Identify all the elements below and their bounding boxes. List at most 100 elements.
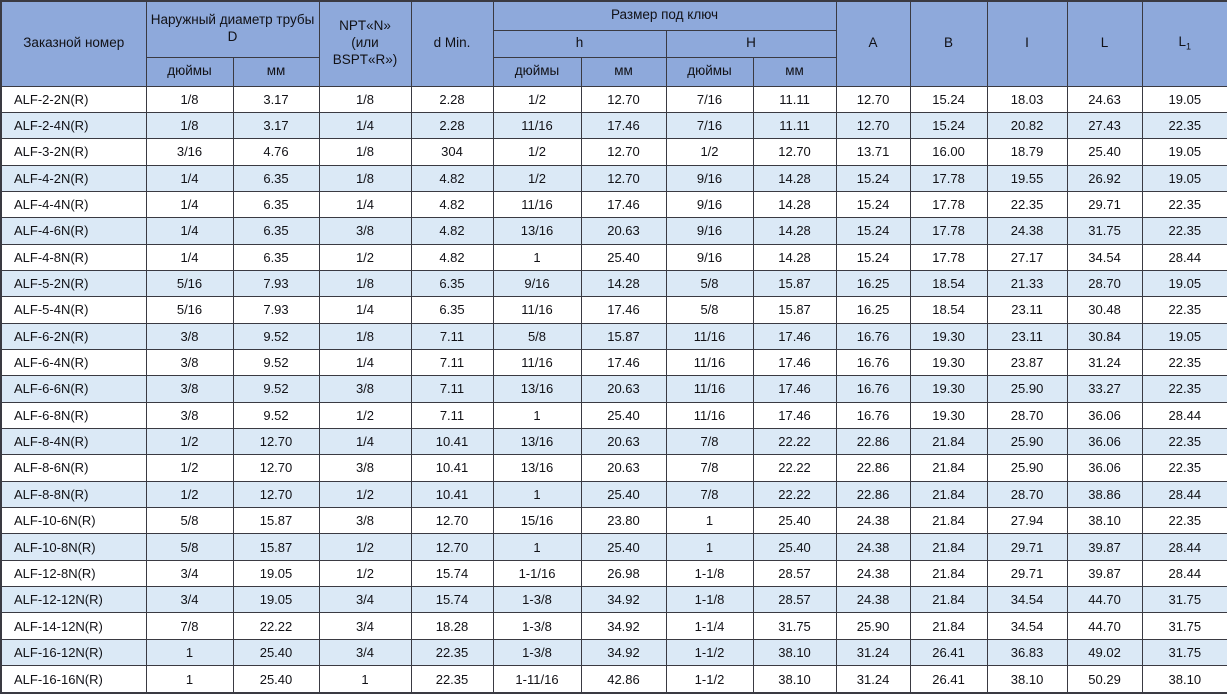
value-cell: 1-1/16 — [492, 559, 582, 588]
value-cell: 9.52 — [232, 375, 320, 403]
header-d-inches: дюймы — [145, 56, 234, 87]
order-number-cell: ALF-16-12N(R) — [0, 638, 147, 667]
value-cell: 1/2 — [318, 401, 412, 429]
order-number-cell: ALF-5-4N(R) — [0, 296, 147, 324]
value-cell: 25.40 — [580, 401, 667, 429]
table-row: ALF-10-8N(R) 5/8 15.87 1/2 12.70 1 25.40 1 25.40… — [0, 533, 1227, 561]
value-cell: 11/16 — [492, 296, 582, 324]
value-cell: 25.40 — [1066, 138, 1143, 166]
value-cell: 28.70 — [986, 480, 1068, 509]
value-cell: 24.38 — [986, 217, 1068, 245]
value-cell: 13/16 — [492, 217, 582, 245]
value-cell: 25.40 — [752, 506, 837, 535]
table-row: ALF-6-8N(R) 3/8 9.52 1/2 7.11 1 25.40 11/16 17.4… — [0, 401, 1227, 429]
value-cell: 17.46 — [752, 348, 837, 377]
value-cell: 15.87 — [580, 322, 667, 350]
value-cell: 12.70 — [752, 138, 837, 166]
value-cell: 22.35 — [1141, 296, 1227, 324]
value-cell: 15.74 — [410, 559, 494, 588]
value-cell: 22.22 — [752, 427, 837, 456]
value-cell: 24.38 — [835, 586, 911, 614]
value-cell: 3/4 — [145, 559, 234, 588]
order-number-cell: ALF-6-4N(R) — [0, 348, 147, 377]
value-cell: 9/16 — [665, 217, 754, 245]
value-cell: 1/4 — [318, 111, 412, 140]
value-cell: 1/8 — [318, 269, 412, 298]
value-cell: 26.41 — [909, 638, 988, 667]
value-cell: 20.63 — [580, 217, 667, 245]
value-cell: 18.54 — [909, 269, 988, 298]
value-cell: 4.76 — [232, 138, 320, 166]
value-cell: 3/8 — [145, 401, 234, 429]
value-cell: 14.28 — [752, 243, 837, 271]
value-cell: 28.57 — [752, 559, 837, 588]
value-cell: 2.28 — [410, 85, 494, 113]
value-cell: 17.46 — [752, 401, 837, 429]
value-cell: 6.35 — [410, 296, 494, 324]
value-cell: 22.35 — [1141, 217, 1227, 245]
value-cell: 16.00 — [909, 138, 988, 166]
value-cell: 22.86 — [835, 427, 911, 456]
table-row: ALF-6-4N(R) 3/8 9.52 1/4 7.11 11/16 17.46 11/16… — [0, 348, 1227, 377]
value-cell: 3/4 — [318, 638, 412, 667]
value-cell: 21.84 — [909, 506, 988, 535]
table-body: ALF-2-2N(R) 1/8 3.17 1/8 2.28 1/2 12.70 7/16 11.… — [0, 85, 1227, 694]
value-cell: 19.30 — [909, 322, 988, 350]
value-cell: 304 — [410, 138, 494, 166]
value-cell: 1 — [318, 665, 412, 694]
value-cell: 23.11 — [986, 322, 1068, 350]
table-row: ALF-4-8N(R) 1/4 6.35 1/2 4.82 1 25.40 9/16 14.28… — [0, 243, 1227, 271]
value-cell: 3/8 — [145, 322, 234, 350]
value-cell: 1/4 — [145, 243, 234, 271]
value-cell: 9.52 — [232, 322, 320, 350]
value-cell: 34.92 — [580, 638, 667, 667]
order-number-cell: ALF-12-12N(R) — [0, 586, 147, 614]
value-cell: 1-11/16 — [492, 665, 582, 694]
header-h-inches: дюймы — [492, 56, 582, 87]
header-h-mm: мм — [580, 56, 667, 87]
value-cell: 4.82 — [410, 190, 494, 219]
value-cell: 12.70 — [232, 454, 320, 482]
value-cell: 1-1/2 — [665, 638, 754, 667]
value-cell: 1/4 — [318, 190, 412, 219]
value-cell: 25.40 — [580, 243, 667, 271]
value-cell: 3/4 — [318, 586, 412, 614]
value-cell: 29.71 — [986, 559, 1068, 588]
value-cell: 12.70 — [232, 480, 320, 509]
value-cell: 7/8 — [665, 427, 754, 456]
value-cell: 44.70 — [1066, 612, 1143, 640]
value-cell: 20.63 — [580, 375, 667, 403]
value-cell: 3/8 — [145, 375, 234, 403]
value-cell: 15.24 — [835, 190, 911, 219]
value-cell: 31.24 — [1066, 348, 1143, 377]
value-cell: 30.48 — [1066, 296, 1143, 324]
table-row: ALF-4-2N(R) 1/4 6.35 1/8 4.82 1/2 12.70 9/16 14.… — [0, 164, 1227, 192]
value-cell: 22.35 — [410, 665, 494, 694]
header-npt-line1: NPT«N» — [339, 18, 391, 34]
order-number-cell: ALF-2-2N(R) — [0, 85, 147, 113]
value-cell: 4.82 — [410, 217, 494, 245]
value-cell: 7/16 — [665, 85, 754, 113]
value-cell: 34.54 — [986, 612, 1068, 640]
header-hh-mm: мм — [752, 56, 837, 87]
value-cell: 23.80 — [580, 506, 667, 535]
value-cell: 31.75 — [1141, 638, 1227, 667]
value-cell: 39.87 — [1066, 533, 1143, 561]
value-cell: 36.06 — [1066, 427, 1143, 456]
value-cell: 24.38 — [835, 559, 911, 588]
value-cell: 10.41 — [410, 480, 494, 509]
value-cell: 21.84 — [909, 612, 988, 640]
order-number-cell: ALF-8-4N(R) — [0, 427, 147, 456]
value-cell: 34.54 — [986, 586, 1068, 614]
value-cell: 44.70 — [1066, 586, 1143, 614]
header-hh-inches: дюймы — [665, 56, 754, 87]
value-cell: 1 — [492, 480, 582, 509]
value-cell: 19.05 — [1141, 138, 1227, 166]
value-cell: 27.17 — [986, 243, 1068, 271]
order-number-cell: ALF-6-8N(R) — [0, 401, 147, 429]
value-cell: 26.92 — [1066, 164, 1143, 192]
value-cell: 7.11 — [410, 348, 494, 377]
value-cell: 1/2 — [318, 559, 412, 588]
value-cell: 50.29 — [1066, 665, 1143, 694]
value-cell: 11/16 — [665, 322, 754, 350]
